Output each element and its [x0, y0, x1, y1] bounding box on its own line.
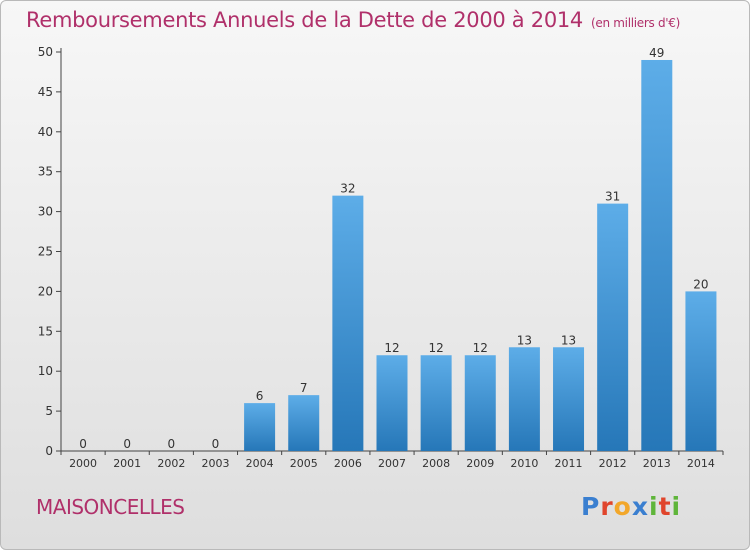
chart-title: Remboursements Annuels de la Dette de 20… [26, 8, 680, 32]
x-tick-label: 2003 [201, 457, 229, 470]
bar-value-label: 0 [123, 437, 131, 451]
x-tick-label: 2006 [334, 457, 362, 470]
logo-letter: r [600, 492, 614, 521]
x-tick-label: 2004 [246, 457, 274, 470]
bar-value-label: 12 [473, 341, 488, 355]
x-tick-label: 2000 [69, 457, 97, 470]
bar [685, 291, 717, 451]
x-tick-label: 2008 [422, 457, 450, 470]
bar-value-label: 7 [300, 381, 308, 395]
bar [332, 195, 364, 451]
logo-letter: x [631, 492, 649, 521]
commune-name: MAISONCELLES [36, 495, 185, 519]
x-tick-label: 2014 [687, 457, 715, 470]
bar-value-label: 12 [384, 341, 399, 355]
bar [244, 403, 276, 451]
logo-letter: o [613, 492, 632, 521]
y-tick-label: 5 [45, 404, 53, 418]
bar-value-label: 49 [649, 46, 664, 60]
bar [288, 395, 320, 451]
x-tick-label: 2002 [157, 457, 185, 470]
bar-value-label: 0 [168, 437, 176, 451]
y-tick-label: 50 [38, 45, 53, 59]
bar [553, 347, 585, 451]
bar [376, 355, 408, 451]
bar-value-label: 0 [212, 437, 220, 451]
y-tick-label: 40 [38, 125, 53, 139]
x-tick-label: 2011 [555, 457, 583, 470]
y-tick-label: 25 [38, 245, 53, 259]
y-tick-label: 15 [38, 324, 53, 338]
x-tick-label: 2001 [113, 457, 141, 470]
y-tick-label: 35 [38, 165, 53, 179]
logo-letter: P [581, 492, 601, 521]
x-tick-label: 2010 [510, 457, 538, 470]
bar-value-label: 20 [693, 277, 708, 291]
bar-value-label: 12 [428, 341, 443, 355]
proxiti-logo: Proxiti [581, 492, 681, 521]
x-tick-label: 2007 [378, 457, 406, 470]
logo-letter: i [649, 492, 659, 521]
bar [641, 59, 673, 451]
bar [508, 347, 540, 451]
bar [420, 355, 452, 451]
chart-title-text: Remboursements Annuels de la Dette de 20… [26, 8, 583, 32]
y-tick-label: 10 [38, 364, 53, 378]
x-tick-label: 2013 [643, 457, 671, 470]
bar-value-label: 32 [340, 182, 355, 196]
y-tick-label: 45 [38, 85, 53, 99]
bar-value-label: 13 [517, 333, 532, 347]
chart-bars: 0 0 0 0 6 7 32 12 12 12 13 13 31 49 20 [79, 46, 717, 451]
logo-letter: t [658, 492, 672, 521]
bar-value-label: 31 [605, 190, 620, 204]
bar-value-label: 13 [561, 333, 576, 347]
y-tick-label: 20 [38, 284, 53, 298]
chart-subtitle: (en milliers d'€) [591, 16, 681, 30]
bar-value-label: 0 [79, 437, 87, 451]
bar-value-label: 6 [256, 389, 264, 403]
y-tick-label: 30 [38, 205, 53, 219]
x-tick-label: 2012 [599, 457, 627, 470]
logo-letter: i [671, 492, 682, 521]
bar [464, 355, 496, 451]
x-tick-label: 2009 [466, 457, 494, 470]
bar [597, 203, 629, 451]
x-tick-label: 2005 [290, 457, 318, 470]
y-tick-label: 0 [45, 444, 53, 458]
